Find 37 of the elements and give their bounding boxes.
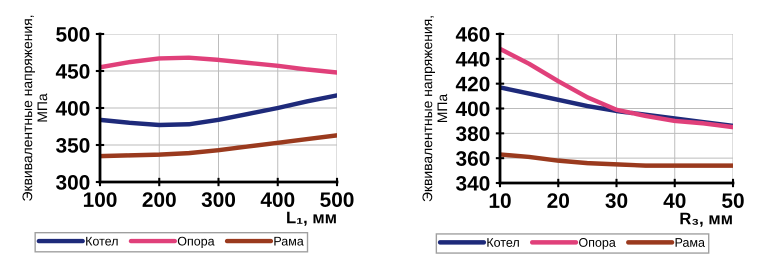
x-axis-title: L₁, мм — [287, 212, 336, 226]
y-tick-label: 450 — [56, 64, 90, 79]
legend-label: Рама — [676, 238, 705, 247]
y-tick-label: 360 — [456, 151, 490, 166]
x-tick-label: 10 — [490, 193, 511, 208]
y-tick-label: 440 — [456, 52, 490, 67]
y-axis-title: Эквивалентные напряжения, МПа — [22, 16, 48, 201]
x-tick-label: 50 — [722, 193, 744, 208]
y-tick-label: 420 — [456, 76, 490, 92]
legend-label: Опора — [579, 238, 616, 250]
x-axis-title: R₃, мм — [680, 212, 732, 227]
line-series — [500, 152, 733, 168]
y-tick-label: 400 — [456, 102, 490, 116]
line-series — [500, 46, 733, 130]
legend-label: Опора — [178, 236, 215, 248]
x-tick-label: 300 — [202, 192, 236, 208]
y-tick-label: 500 — [56, 27, 90, 42]
y-tick-label: 340 — [456, 176, 490, 191]
y-tick-label: 380 — [456, 126, 490, 142]
y-tick-label: 460 — [456, 27, 490, 42]
x-tick-label: 30 — [605, 193, 628, 208]
legend-label: Котел — [487, 238, 519, 247]
x-tick-label: 40 — [663, 193, 686, 208]
legend-label: Рама — [274, 236, 304, 246]
x-tick-label: 100 — [84, 192, 117, 208]
line-series — [100, 93, 337, 128]
x-tick-label: 400 — [260, 192, 294, 208]
y-tick-label: 400 — [56, 101, 90, 116]
x-tick-label: 20 — [547, 193, 569, 208]
y-axis-title: Эквивалентные напряжения, МПа — [422, 16, 448, 202]
x-tick-label: 200 — [142, 192, 176, 208]
legend-label: Котел — [86, 236, 118, 246]
y-tick-label: 300 — [56, 175, 90, 190]
x-tick-label: 500 — [320, 192, 354, 208]
y-tick-label: 350 — [56, 138, 90, 153]
line-series — [100, 133, 337, 158]
line-series — [100, 55, 337, 75]
